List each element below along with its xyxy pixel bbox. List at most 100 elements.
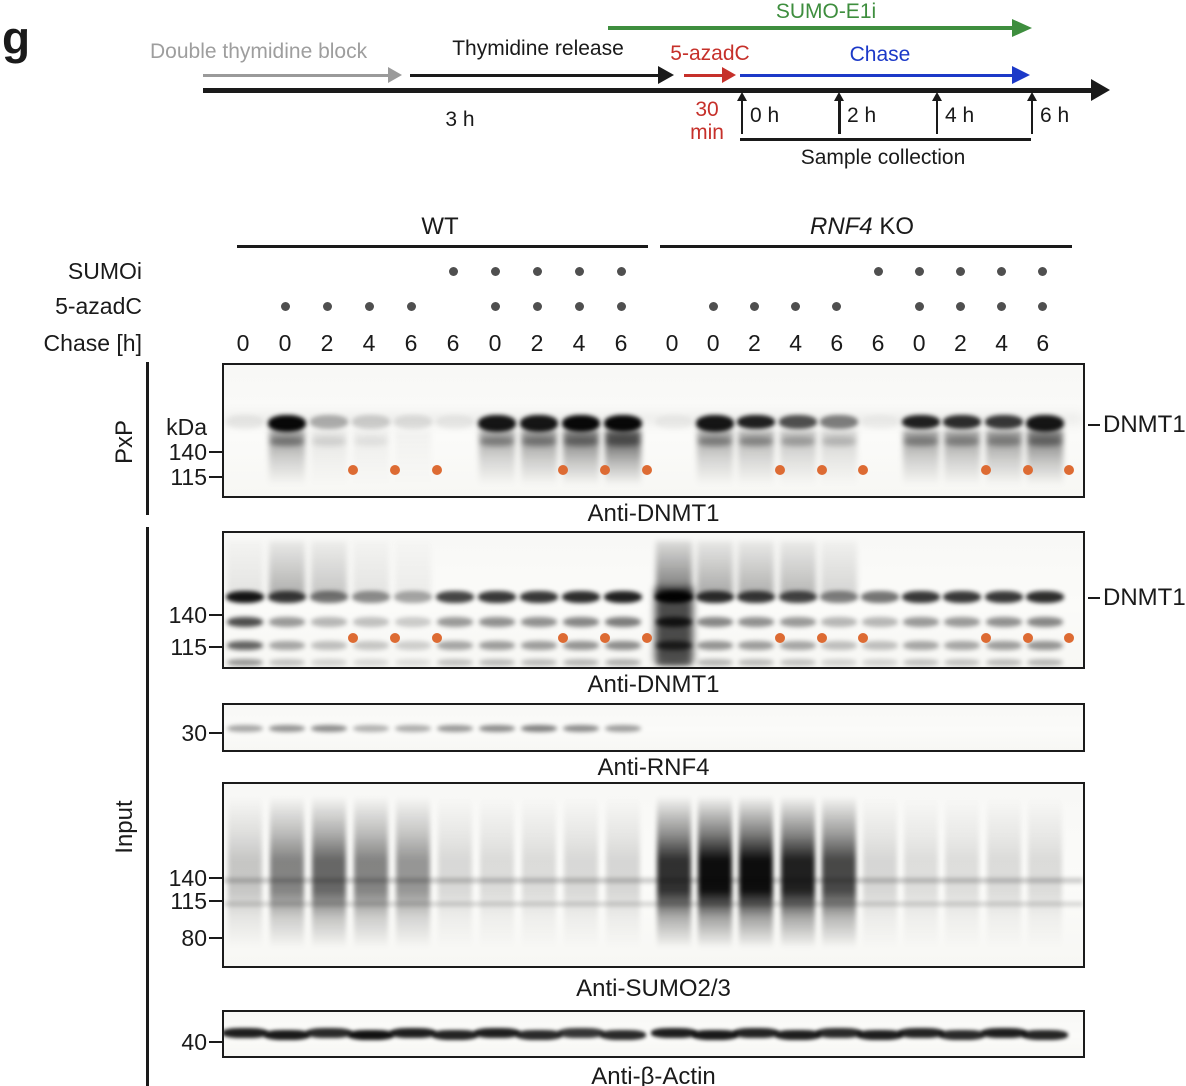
band	[820, 659, 857, 666]
condition-dot	[749, 301, 759, 311]
condition-dot	[832, 301, 842, 311]
band	[1021, 1030, 1068, 1040]
band	[478, 415, 516, 432]
orange-dot-marker	[816, 465, 827, 475]
band	[521, 725, 557, 732]
band	[227, 641, 263, 650]
orange-dot-marker	[600, 633, 610, 643]
group-underline-rnf4-ko	[660, 245, 1072, 248]
chase-value: 2	[530, 330, 544, 356]
band	[436, 591, 474, 603]
band-smear	[779, 431, 816, 491]
band-smear	[656, 541, 692, 595]
orange-dot-marker	[432, 465, 442, 475]
marker-tick	[209, 1040, 222, 1044]
input-label: Input	[111, 800, 138, 854]
blot-panel-anti-rnf4	[222, 703, 1085, 752]
condition-dot	[1038, 301, 1048, 311]
band	[857, 1030, 903, 1040]
band	[944, 617, 981, 627]
timepoint-4h: 4 h	[945, 104, 975, 127]
band	[739, 437, 774, 446]
chase-value: 2	[953, 330, 967, 356]
tick-0h-arrowhead-icon	[736, 92, 747, 101]
band	[269, 617, 305, 627]
group-label-rnf4-italic: RNF4	[809, 213, 873, 240]
condition-dot	[955, 266, 965, 276]
row-label-sumoi: SUMOi	[67, 258, 142, 284]
condition-dot	[997, 301, 1007, 311]
band-smear	[944, 431, 981, 491]
condition-dot	[914, 301, 924, 311]
band	[903, 617, 940, 627]
band-smear	[606, 796, 640, 948]
chase-label: Chase	[849, 43, 911, 66]
band	[984, 415, 1023, 429]
marker-label: kDa	[166, 414, 207, 440]
right-label: DNMT1	[1103, 411, 1186, 438]
band	[306, 1028, 352, 1038]
band	[737, 415, 776, 429]
band	[820, 617, 857, 627]
thirty-min-label-bottom: min	[690, 121, 724, 144]
orange-dot-marker	[348, 465, 358, 475]
band	[780, 437, 815, 446]
band	[227, 659, 263, 666]
orange-dot-marker	[775, 465, 786, 475]
thymidine-release-label: Thymidine release	[452, 37, 624, 60]
marker-tick	[209, 876, 222, 880]
band	[394, 415, 432, 429]
blot-caption: Anti-DNMT1	[587, 500, 720, 527]
band	[479, 659, 515, 666]
band	[861, 415, 899, 429]
band	[820, 641, 857, 650]
band	[310, 591, 348, 603]
band-smear	[396, 796, 430, 948]
timepoint-0h: 0 h	[750, 104, 780, 127]
band	[311, 725, 347, 732]
band	[563, 725, 599, 732]
band	[605, 617, 641, 627]
band	[395, 725, 431, 732]
chase-value: 4	[789, 330, 802, 356]
band	[778, 591, 817, 603]
chase-value: 6	[1036, 330, 1050, 356]
row-label-azadc: 5-azadC	[55, 293, 142, 319]
orange-dot-marker	[981, 465, 992, 475]
band	[697, 617, 734, 627]
band-smear	[605, 431, 641, 491]
condition-dot	[616, 266, 626, 276]
band-smear	[821, 796, 856, 948]
right-label-tick	[1088, 423, 1100, 427]
band	[562, 415, 600, 432]
band-smear	[779, 541, 816, 595]
band	[480, 437, 514, 446]
orange-dot-marker	[1063, 465, 1074, 475]
chase-value: 6	[614, 330, 628, 356]
marker-label: 140	[168, 865, 207, 891]
chase-value: 0	[706, 330, 720, 356]
band	[862, 641, 898, 650]
band	[819, 415, 858, 429]
condition-dot	[322, 301, 332, 311]
azadc-label: 5-azadC	[670, 42, 750, 65]
orange-dot-marker	[390, 465, 400, 475]
band	[521, 617, 557, 627]
blot-panel-anti-beta-actin	[222, 1010, 1085, 1058]
double-thymidine-block-arrowhead-icon	[388, 67, 402, 83]
band	[521, 659, 557, 666]
input-bracket	[146, 527, 149, 1086]
band-smear	[312, 796, 346, 948]
band	[604, 415, 642, 432]
chase-value: 0	[912, 330, 926, 356]
band	[437, 725, 473, 732]
band	[902, 415, 941, 429]
condition-dot	[448, 266, 458, 276]
timepoint-2h: 2 h	[847, 104, 877, 127]
band	[479, 725, 515, 732]
marker-label: 115	[170, 634, 207, 660]
marker-label: 40	[181, 1029, 207, 1055]
chase-value: 2	[747, 330, 761, 356]
band-smear	[698, 796, 733, 948]
band	[779, 659, 816, 666]
